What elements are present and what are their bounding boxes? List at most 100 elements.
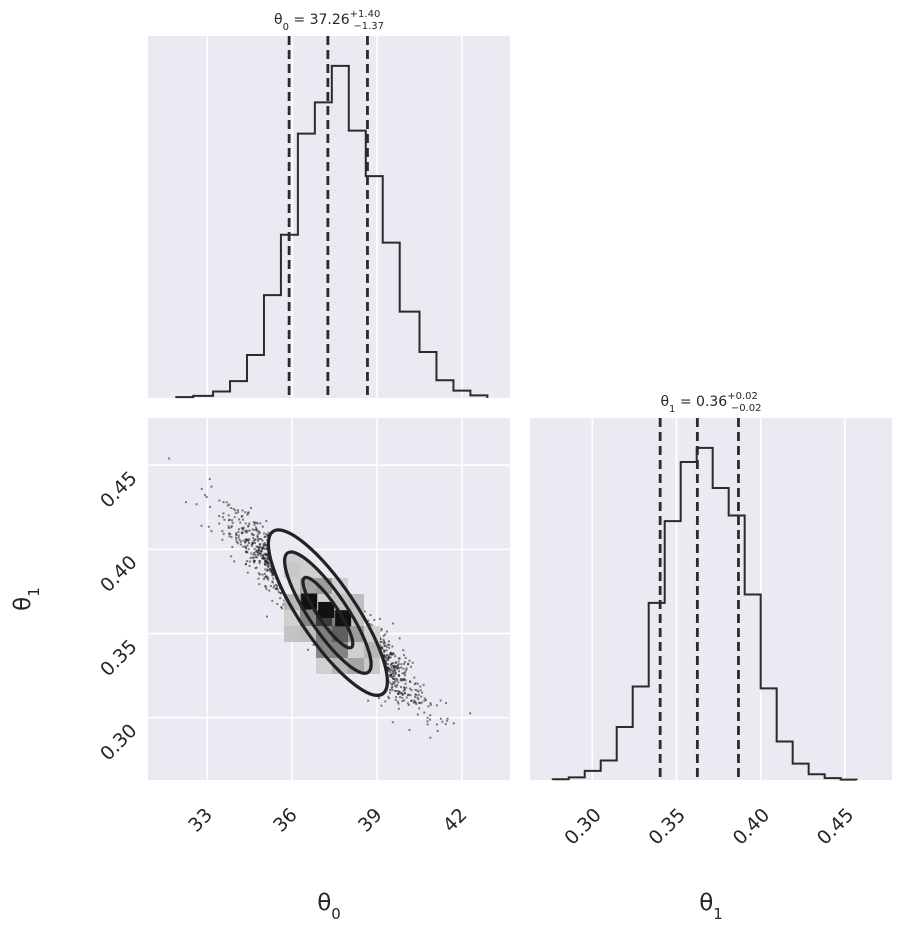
panel-theta1-histogram	[530, 418, 892, 780]
scatter-point	[262, 546, 265, 549]
scatter-point	[391, 665, 394, 668]
scatter-point	[392, 667, 395, 670]
scatter-point	[266, 535, 269, 538]
scatter-point	[248, 565, 251, 568]
scatter-point	[254, 526, 257, 529]
scatter-point	[402, 690, 405, 693]
scatter-point	[265, 554, 268, 557]
scatter-point	[393, 675, 396, 678]
x-tick-label: 0.35	[645, 804, 690, 849]
scatter-point	[235, 532, 238, 535]
scatter-point	[388, 668, 391, 671]
scatter-point	[382, 654, 385, 657]
x-tick-label: 36	[269, 804, 302, 837]
scatter-point	[242, 545, 245, 548]
scatter-point	[225, 501, 228, 504]
scatter-point	[400, 666, 403, 669]
scatter-point	[439, 717, 442, 720]
scatter-point	[184, 501, 187, 504]
scatter-point	[248, 529, 251, 532]
scatter-point	[393, 678, 396, 681]
scatter-point	[221, 516, 224, 519]
scatter-point	[239, 521, 242, 524]
scatter-point	[404, 679, 407, 682]
scatter-point	[429, 718, 432, 721]
scatter-point	[385, 662, 388, 665]
scatter-point	[266, 569, 269, 572]
scatter-point	[245, 550, 248, 553]
scatter-point	[400, 679, 403, 682]
scatter-point	[411, 661, 414, 664]
scatter-point	[380, 627, 383, 630]
scatter-point	[404, 656, 407, 659]
scatter-point	[403, 688, 406, 691]
scatter-point	[389, 689, 392, 692]
scatter-point	[396, 700, 399, 703]
scatter-point	[379, 637, 382, 640]
scatter-point	[268, 589, 271, 592]
scatter-point	[264, 585, 267, 588]
scatter-point	[405, 667, 408, 670]
scatter-point	[416, 682, 419, 685]
scatter-point	[263, 542, 266, 545]
scatter-point	[256, 522, 259, 525]
scatter-point	[380, 704, 383, 707]
scatter-point	[246, 551, 249, 554]
scatter-point	[385, 657, 388, 660]
scatter-point	[228, 532, 231, 535]
scatter-point	[409, 694, 412, 697]
scatter-point	[281, 607, 284, 610]
scatter-point	[423, 699, 426, 702]
scatter-point	[417, 693, 420, 696]
scatter-point	[387, 657, 390, 660]
scatter-point	[253, 523, 256, 526]
scatter-point	[253, 528, 256, 531]
scatter-point	[264, 568, 267, 571]
scatter-point	[258, 546, 261, 549]
scatter-point	[265, 520, 268, 523]
scatter-point	[405, 669, 408, 672]
scatter-point	[398, 691, 401, 694]
scatter-point	[210, 530, 213, 533]
scatter-point	[235, 541, 238, 544]
scatter-point	[386, 663, 389, 666]
scatter-point	[266, 568, 269, 571]
scatter-point	[404, 661, 407, 664]
scatter-point	[390, 653, 393, 656]
scatter-point	[218, 499, 221, 502]
scatter-point	[253, 538, 256, 541]
scatter-point	[261, 525, 264, 528]
scatter-point	[203, 494, 206, 497]
scatter-point	[227, 525, 230, 528]
scatter-point	[395, 685, 398, 688]
scatter-point	[200, 524, 203, 527]
scatter-point	[389, 673, 392, 676]
scatter-point	[241, 527, 244, 530]
scatter-point	[383, 640, 386, 643]
scatter-point	[207, 525, 210, 528]
scatter-point	[439, 699, 442, 702]
scatter-point	[237, 530, 240, 533]
scatter-point	[387, 640, 390, 643]
scatter-point	[237, 511, 240, 514]
scatter-point	[258, 537, 261, 540]
scatter-point	[265, 548, 268, 551]
scatter-point	[391, 721, 394, 724]
scatter-point	[247, 542, 250, 545]
scatter-point	[306, 648, 309, 651]
scatter-point	[253, 551, 256, 554]
scatter-point	[234, 536, 237, 539]
scatter-point	[230, 555, 233, 558]
scatter-point	[228, 503, 231, 506]
scatter-point	[382, 638, 385, 641]
scatter-point	[248, 522, 251, 525]
scatter-point	[417, 697, 420, 700]
scatter-point	[397, 674, 400, 677]
scatter-point	[271, 569, 274, 572]
scatter-point	[403, 662, 406, 665]
scatter-point	[414, 688, 417, 691]
scatter-point	[423, 697, 426, 700]
scatter-point	[245, 546, 248, 549]
scatter-point	[408, 659, 411, 662]
scatter-point	[276, 584, 279, 587]
